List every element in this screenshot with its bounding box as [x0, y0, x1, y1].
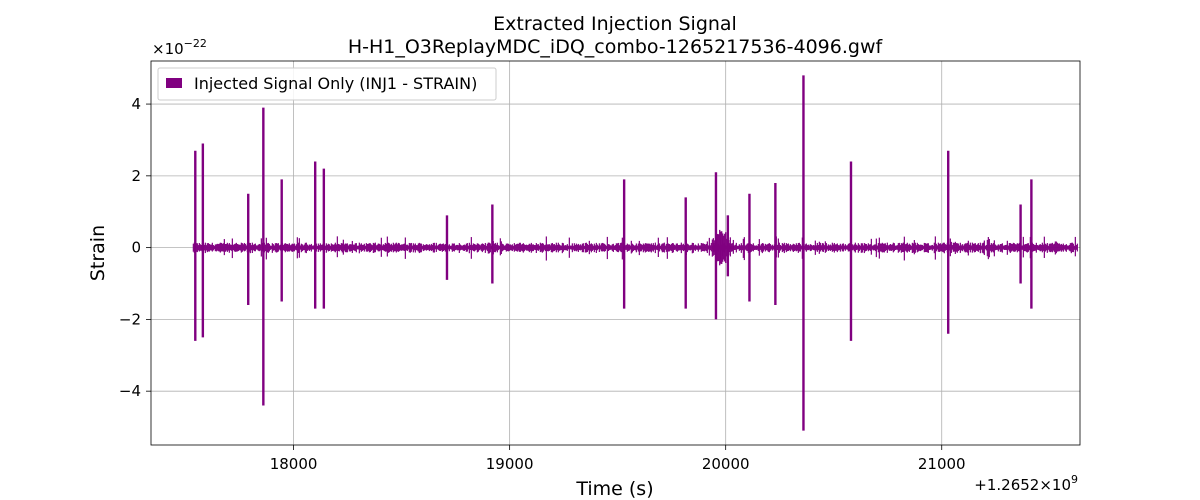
baseline-noise — [192, 236, 1078, 261]
x-offset-label: +1.2652×109 — [974, 473, 1078, 494]
x-offset-exp: 9 — [1071, 473, 1078, 486]
x-offset-base: +1.2652×10 — [974, 476, 1071, 494]
x-tick-label: 19000 — [486, 455, 534, 473]
x-axis-ticks: 18000 19000 20000 21000 — [270, 445, 966, 473]
plot-area — [150, 60, 1081, 446]
y-scale-exp: −22 — [184, 37, 207, 50]
chart-title: Extracted Injection Signal — [493, 13, 737, 35]
chart-subtitle: H-H1_O3ReplayMDC_iDQ_combo-1265217536-40… — [348, 36, 884, 58]
y-tick-label: 2 — [131, 167, 141, 185]
legend-swatch — [166, 78, 182, 88]
plot-background — [151, 61, 1080, 445]
legend: Injected Signal Only (INJ1 - STRAIN) — [157, 67, 497, 101]
y-tick-label: −2 — [119, 310, 141, 328]
x-tick-label: 20000 — [702, 455, 750, 473]
y-scale-base: ×10 — [152, 40, 184, 58]
plot-frame — [150, 60, 1081, 446]
y-tick-label: −4 — [119, 382, 141, 400]
y-tick-label: 4 — [131, 95, 141, 113]
y-axis-label: Strain — [87, 225, 109, 281]
x-axis-label: Time (s) — [575, 478, 653, 500]
legend-box — [157, 67, 497, 101]
y-tick-label: 0 — [131, 239, 141, 257]
y-axis-ticks: −4 −2 0 2 4 — [119, 95, 151, 400]
x-tick-label: 21000 — [918, 455, 966, 473]
series-injected-signal — [192, 75, 1078, 431]
legend-label: Injected Signal Only (INJ1 - STRAIN) — [194, 74, 477, 93]
y-scale-label: ×10−22 — [152, 37, 207, 58]
x-tick-label: 18000 — [270, 455, 318, 473]
